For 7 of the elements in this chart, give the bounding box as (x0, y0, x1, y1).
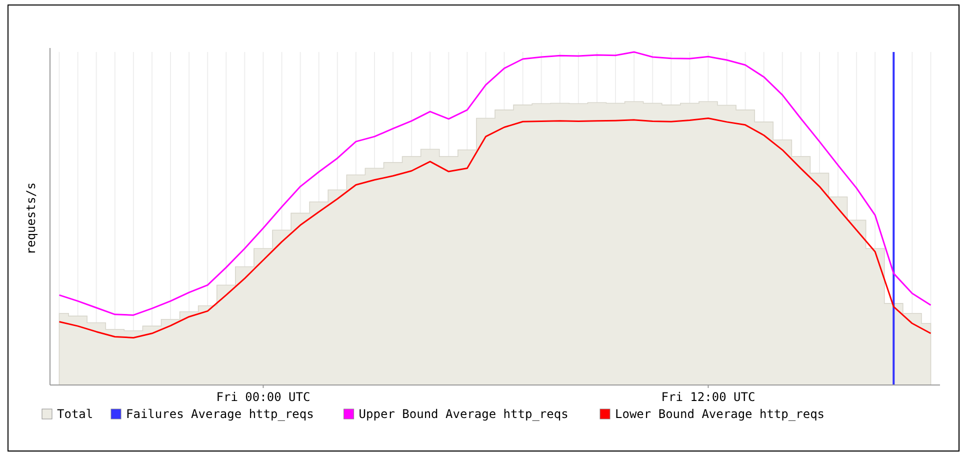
x-tick-label: Fri 00:00 UTC (216, 390, 310, 404)
legend-label: Lower Bound Average http_reqs (615, 407, 825, 421)
x-tick-label: Fri 12:00 UTC (661, 390, 756, 404)
series-label: Total (57, 407, 94, 421)
y-axis-title: requests/s (24, 182, 38, 255)
legend-label: Failures Average http_reqs (126, 407, 314, 421)
legend-label: Upper Bound Average http_reqs (358, 407, 568, 421)
